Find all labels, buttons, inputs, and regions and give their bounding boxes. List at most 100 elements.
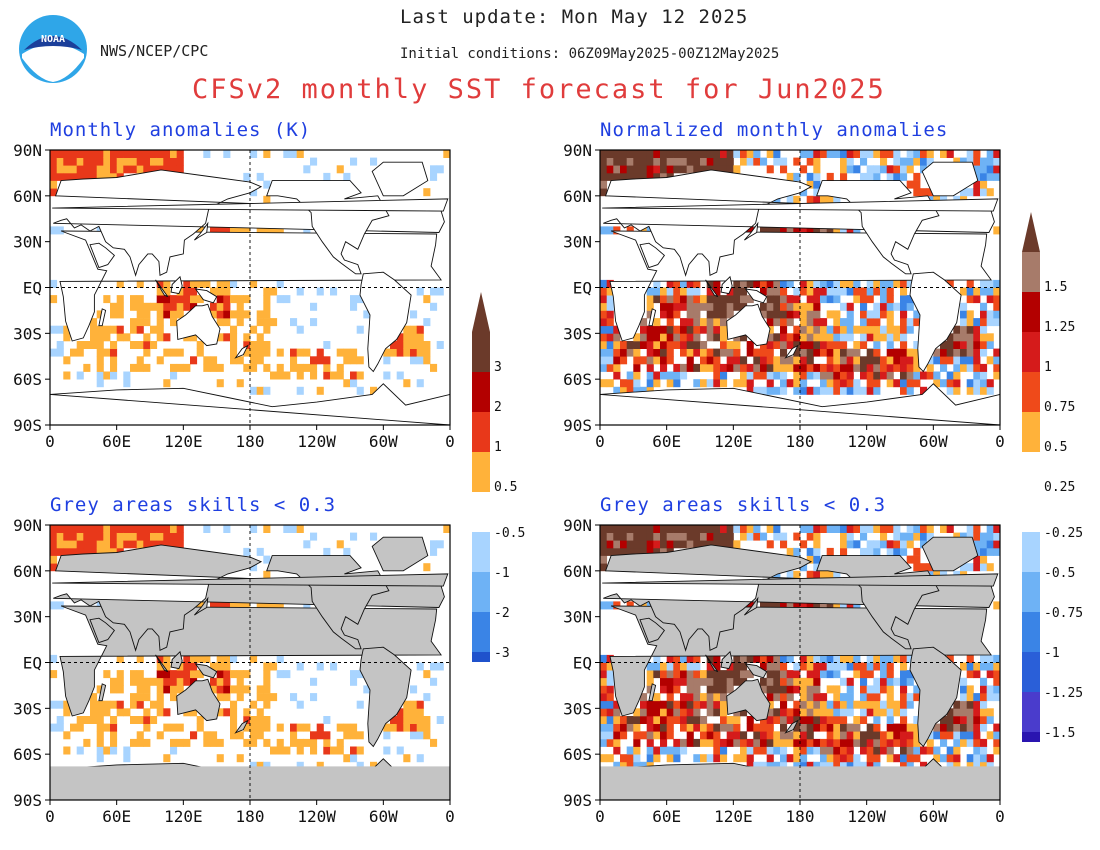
logo-text: NOAA: [41, 34, 65, 45]
sst-anomaly-field: [50, 525, 451, 770]
lon-tick-label: 120W: [297, 432, 336, 451]
lat-tick-label: 60S: [563, 370, 592, 389]
land-newguinea: [194, 288, 218, 304]
colorbar-label: -1.25: [1044, 686, 1083, 701]
lon-tick-label: 0: [595, 807, 605, 826]
colorbar-segment: [1022, 732, 1040, 742]
land-samerica: [359, 646, 412, 748]
colorbar-label: -0.5: [1044, 566, 1075, 581]
colorbar-segment: [1022, 692, 1040, 732]
colorbar-segment: [472, 572, 490, 612]
land-samerica: [909, 646, 962, 748]
lon-tick-label: 120E: [164, 432, 203, 451]
lon-tick-label: 0: [45, 807, 55, 826]
colorbar-segment: [472, 652, 490, 662]
lat-tick-label: 90S: [13, 416, 42, 435]
land-nz: [784, 719, 799, 734]
lat-tick-label: EQ: [23, 279, 42, 298]
colorbar-label: 3: [494, 360, 502, 375]
colorbar-top-tip: [472, 292, 490, 332]
colorbar-label: -1: [1044, 646, 1060, 661]
colorbar-label: 0.75: [1044, 400, 1075, 415]
lon-tick-label: 0: [45, 432, 55, 451]
land-eurasia: [603, 544, 995, 652]
lat-tick-label: 60N: [13, 187, 42, 206]
colorbar-segment: [1022, 372, 1040, 412]
land-greenland: [371, 536, 429, 572]
lon-tick-label: 60W: [919, 432, 948, 451]
land-borneo: [170, 650, 183, 670]
colorbar-segment: [472, 532, 490, 572]
lon-tick-label: 120E: [164, 807, 203, 826]
lon-tick-label: 120W: [847, 432, 886, 451]
sst-anomaly-field: [50, 150, 451, 395]
lon-tick-label: 0: [995, 807, 1005, 826]
colorbar-label: -0.75: [1044, 606, 1083, 621]
land-sumatra: [705, 279, 719, 298]
land-greenland: [371, 161, 429, 197]
lat-tick-label: 90S: [563, 416, 592, 435]
colorbar-label: -1: [494, 566, 510, 581]
lon-tick-label: 60W: [919, 807, 948, 826]
lon-tick-label: 120E: [714, 807, 753, 826]
land-africa: [609, 230, 992, 342]
lat-tick-label: 90N: [563, 516, 592, 535]
land-japan: [194, 221, 209, 241]
colorbar-label: 1.25: [1044, 320, 1075, 335]
land-japan: [744, 221, 759, 241]
colorbar-label: -0.25: [1044, 526, 1083, 541]
colorbar-label: 0.5: [1044, 440, 1067, 455]
lon-tick-label: 120E: [714, 432, 753, 451]
lat-tick-label: 60N: [13, 562, 42, 581]
colorbar-label: 1: [1044, 360, 1052, 375]
lat-tick-label: 30N: [13, 233, 42, 252]
land-africa: [609, 605, 992, 717]
colorbar-segment: [1022, 612, 1040, 652]
panel-title-normalized: Normalized monthly anomalies: [600, 119, 949, 141]
land-nz: [784, 344, 799, 359]
land-borneo: [720, 275, 733, 295]
lon-tick-label: 60E: [652, 432, 681, 451]
colorbar-segment: [1022, 652, 1040, 692]
land-greenland: [921, 536, 979, 572]
colorbar-segment: [1022, 412, 1040, 452]
lat-tick-label: 90N: [13, 516, 42, 535]
land-japan: [744, 596, 759, 616]
colorbar-neutral: [1022, 492, 1040, 532]
land-australia: [176, 678, 221, 722]
lat-tick-label: EQ: [573, 654, 592, 673]
lon-tick-label: 60E: [652, 807, 681, 826]
colorbar-segment: [1022, 572, 1040, 612]
land-newguinea: [744, 663, 768, 679]
lon-tick-label: 120W: [297, 807, 336, 826]
lon-tick-label: 60W: [369, 432, 398, 451]
lon-tick-label: 180: [236, 807, 265, 826]
land-australia: [726, 303, 771, 347]
colorbar-segment: [1022, 292, 1040, 332]
land-eurasia: [603, 169, 995, 277]
colorbar-segment: [472, 412, 490, 452]
colorbar-segment: [1022, 252, 1040, 292]
colorbar-label: 0.5: [494, 480, 517, 495]
land-arabia: [89, 242, 116, 269]
colorbar-label: 1: [494, 440, 502, 455]
lat-tick-label: 30S: [563, 324, 592, 343]
lat-tick-label: 60N: [563, 562, 592, 581]
colorbar-label: 0.25: [1044, 480, 1075, 495]
page-title: CFSv2 monthly SST forecast for Jun2025: [192, 74, 886, 105]
lat-tick-label: 90S: [13, 791, 42, 810]
colorbar-segment: [472, 332, 490, 372]
colorbar-label: -2: [494, 606, 510, 621]
colorbar-segment: [1022, 532, 1040, 572]
lon-tick-label: 180: [786, 807, 815, 826]
lat-tick-label: 60S: [563, 745, 592, 764]
land-sumatra: [155, 279, 169, 298]
land-africa: [59, 605, 442, 717]
colorbar-segment: [1022, 452, 1040, 492]
colorbar-segment: [1022, 332, 1040, 372]
lon-tick-label: 120W: [847, 807, 886, 826]
colorbar-label: -0.5: [494, 526, 525, 541]
agency-label: NWS/NCEP/CPC: [100, 42, 209, 60]
